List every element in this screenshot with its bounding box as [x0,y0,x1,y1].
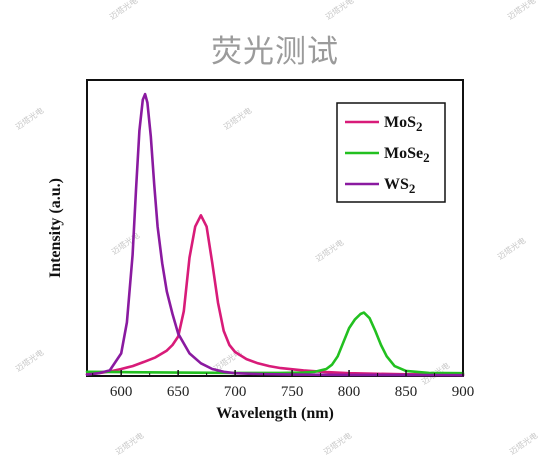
plot-frame [86,79,464,377]
watermark-text: 迈塔光电 [507,430,539,457]
watermark-text: 迈塔光电 [505,0,537,22]
legend-label-ws2: WS2 [384,176,415,196]
series-line-mos2 [85,214,465,376]
x-tick-label: 800 [338,384,361,400]
y-axis-label: Intensity (a.u.) [47,178,64,278]
chart-title: 荧光测试 [211,34,339,70]
x-tick-label: 900 [452,384,475,400]
x-tick-label: 750 [281,384,304,400]
watermark-text: 迈塔光电 [221,105,253,132]
watermark-text: 迈塔光电 [113,430,145,457]
watermark-text: 迈塔光电 [107,0,139,22]
watermark-text: 迈塔光电 [13,347,45,374]
x-tick-label: 700 [224,384,247,400]
series-line-ws2 [85,92,465,377]
legend: MoS2 MoSe2 WS2 [336,102,446,203]
legend-label-mos2: MoS2 [384,114,423,134]
x-axis-ticks: 600 650 700 750 800 850 900 [92,370,475,400]
watermark-text: 迈塔光电 [321,430,353,457]
watermark-text: 迈塔光电 [323,0,355,22]
series-layer [85,92,465,377]
series-line-mose2 [85,311,465,375]
x-axis-label: Wavelength (nm) [216,405,334,422]
legend-label-mose2: MoSe2 [384,145,430,165]
watermark-text: 迈塔光电 [13,105,45,132]
watermark-text: 迈塔光电 [109,230,141,257]
x-tick-label: 600 [110,384,133,400]
watermark-text: 迈塔光电 [495,235,527,262]
x-tick-label: 650 [167,384,190,400]
watermark-text: 迈塔光电 [313,237,345,264]
x-tick-label: 850 [395,384,418,400]
